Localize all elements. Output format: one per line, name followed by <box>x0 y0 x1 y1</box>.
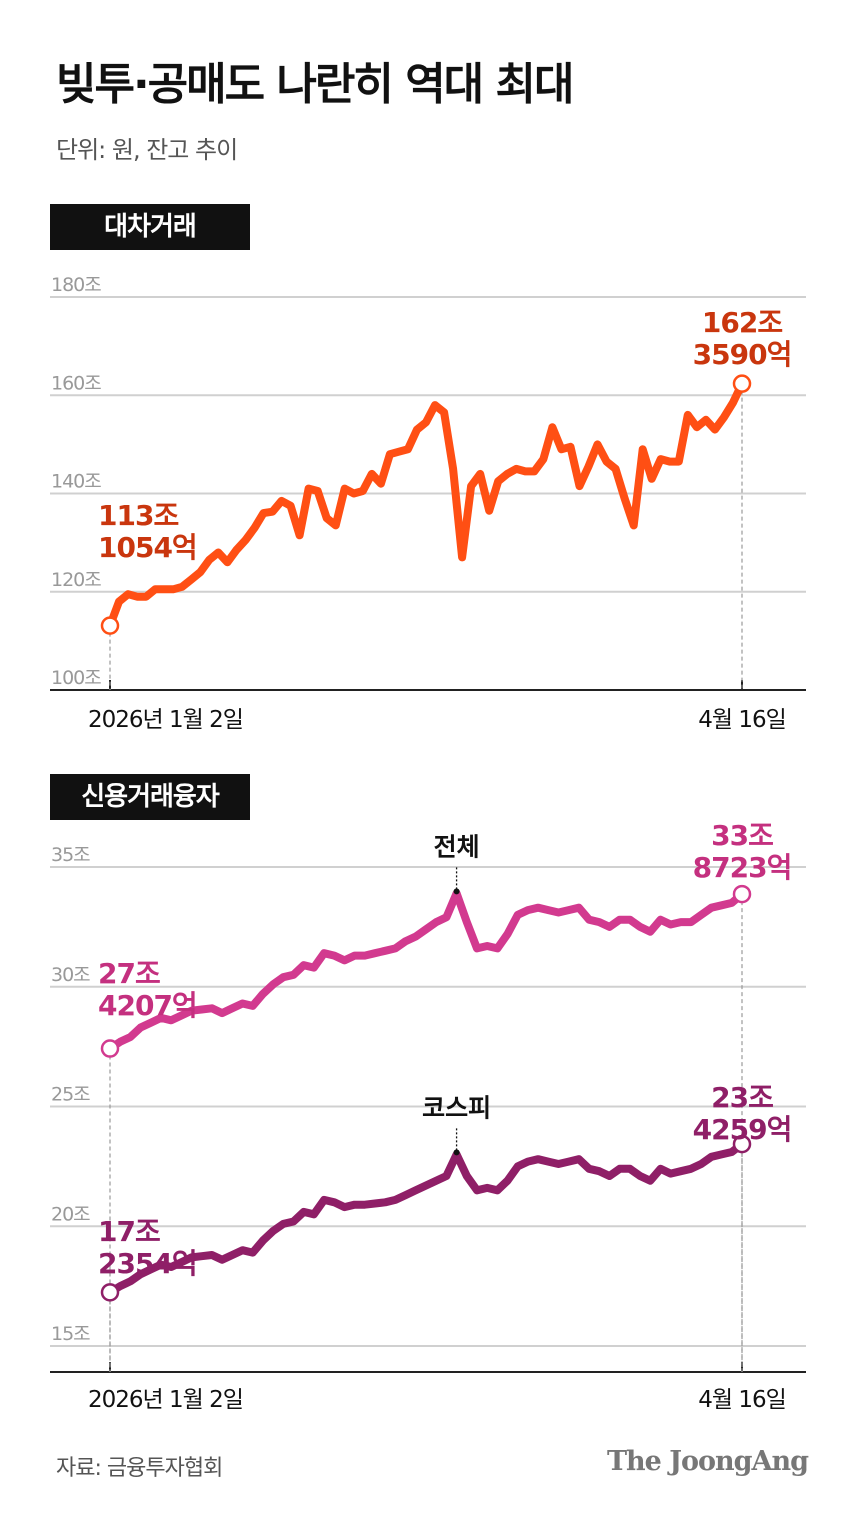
start-value-label: 27조 <box>98 957 160 990</box>
start-value-label: 113조 <box>98 499 178 532</box>
start-value-label: 17조 <box>98 1215 160 1248</box>
start-marker <box>100 1283 120 1302</box>
y-tick-label: 140조 <box>51 471 101 493</box>
y-tick-label: 180조 <box>51 274 101 296</box>
end-value-label: 8723억 <box>693 851 792 884</box>
y-tick-label: 25조 <box>51 1084 90 1106</box>
series-annotation: 코스피 <box>422 1093 491 1122</box>
start-value-label: 2354억 <box>98 1247 197 1280</box>
publisher-logo: The JoongAng <box>606 1446 809 1477</box>
y-tick-label: 120조 <box>51 569 101 591</box>
start-marker <box>100 1039 120 1058</box>
end-value-label: 4259억 <box>693 1113 792 1146</box>
start-value-label: 4207억 <box>98 989 197 1022</box>
annotation-dot <box>453 888 460 895</box>
end-marker <box>732 884 752 904</box>
y-tick-label: 160조 <box>51 372 101 394</box>
y-tick-label: 20조 <box>51 1203 90 1225</box>
end-marker <box>732 1134 752 1154</box>
start-value-label: 1054억 <box>98 531 197 564</box>
annotation-dot <box>453 1149 460 1156</box>
y-tick-label: 15조 <box>51 1323 90 1345</box>
x-tick-label-end: 4월 16일 <box>698 707 786 733</box>
x-tick-label-end: 4월 16일 <box>698 1387 786 1413</box>
series-line <box>106 379 746 630</box>
end-value-label: 33조 <box>711 819 773 852</box>
y-tick-label: 30조 <box>51 964 90 986</box>
x-tick-label-start: 2026년 1월 2일 <box>88 1387 243 1413</box>
source-note: 자료: 금융투자협회 <box>56 1456 223 1481</box>
series-line-코스피 <box>106 1140 746 1297</box>
section-title-credit: 신용거래융자 <box>50 774 250 820</box>
section-title-lending: 대차거래 <box>50 204 250 250</box>
y-tick-label: 100조 <box>51 667 101 689</box>
end-marker <box>732 374 752 393</box>
end-value-label: 3590억 <box>693 338 792 371</box>
series-annotation: 전체 <box>434 832 480 861</box>
end-value-label: 23조 <box>711 1081 773 1114</box>
page-subtitle: 단위: 원, 잔고 추이 <box>56 136 238 164</box>
end-value-label: 162조 <box>702 306 782 339</box>
page-title: 빚투·공매도 나란히 역대 최대 <box>56 59 574 110</box>
series-line-전체 <box>106 889 746 1053</box>
start-marker <box>100 616 120 635</box>
x-tick-label-start: 2026년 1월 2일 <box>88 707 243 733</box>
y-tick-label: 35조 <box>51 844 90 866</box>
